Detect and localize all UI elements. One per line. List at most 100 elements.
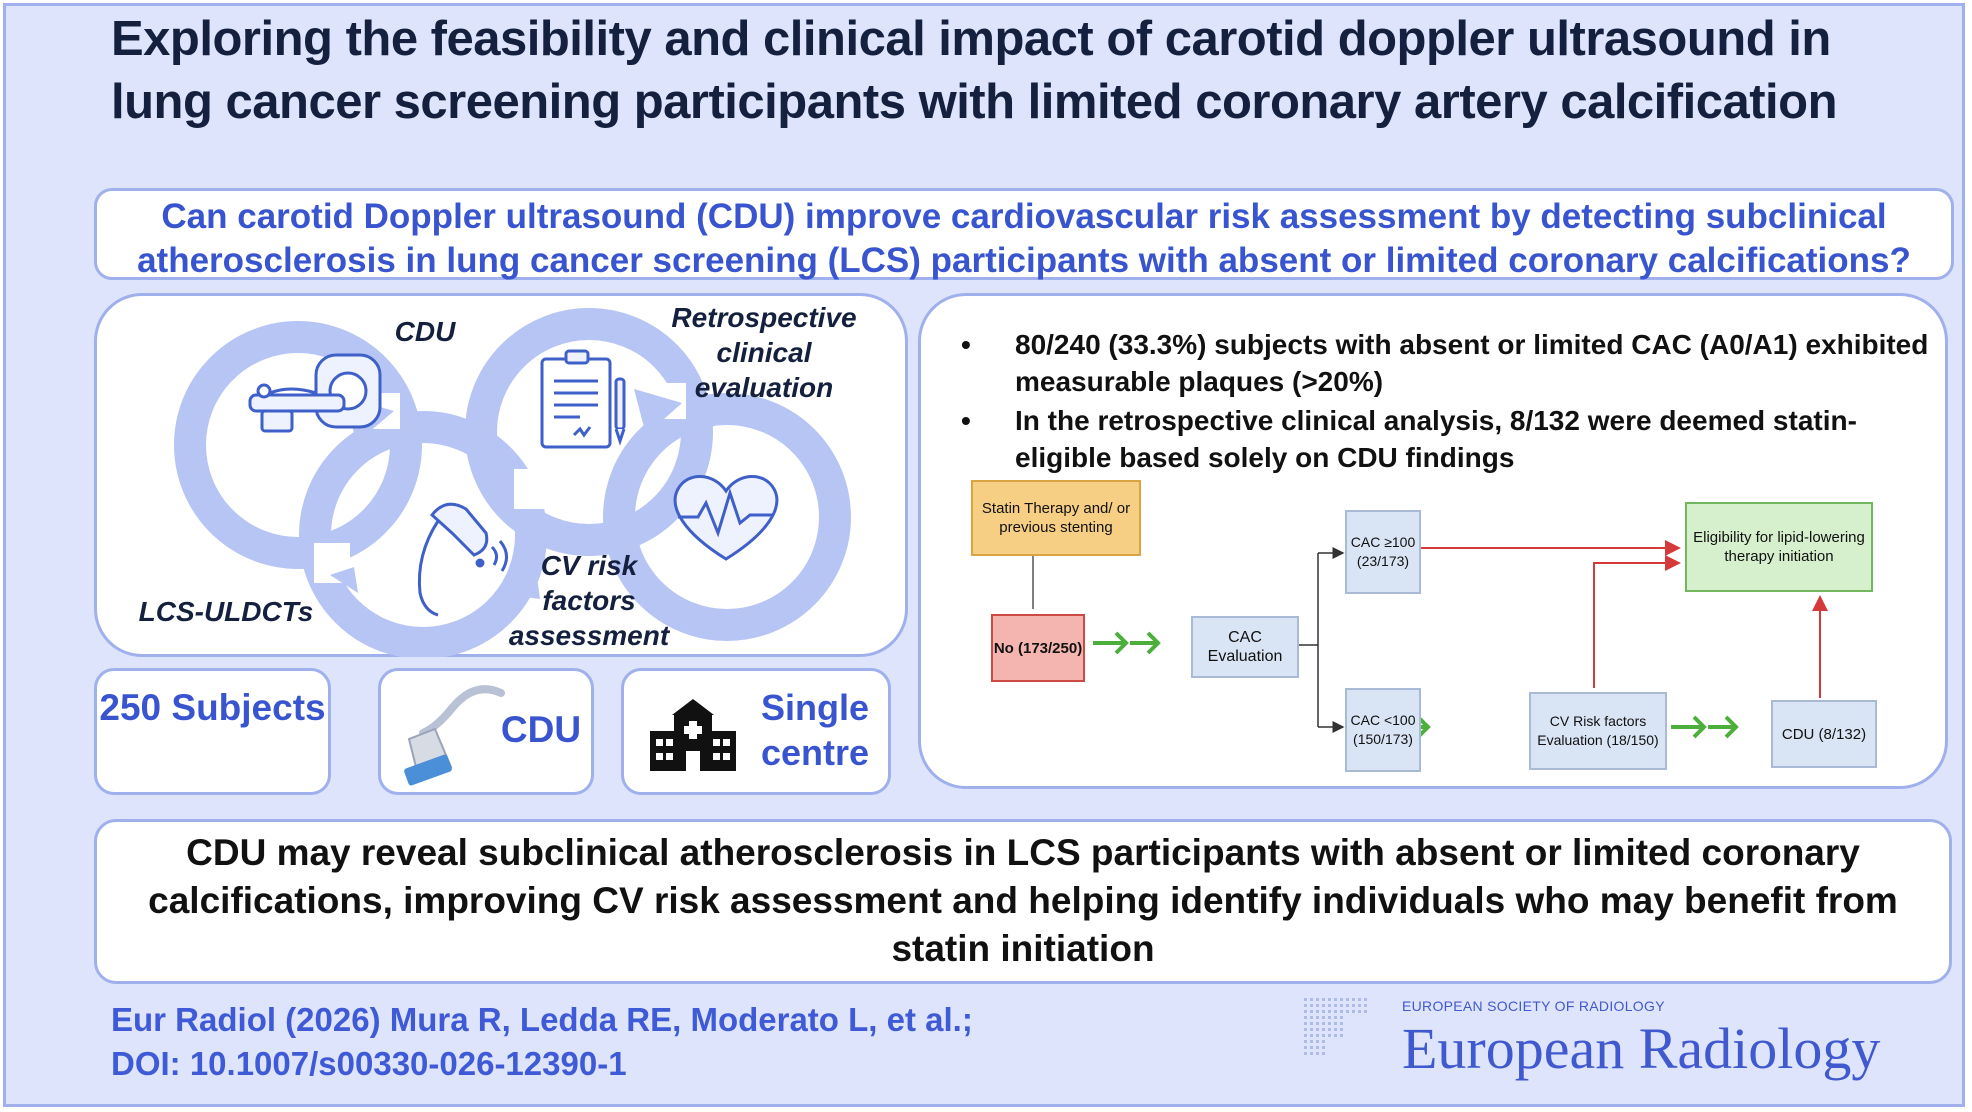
logo-dot — [1310, 1046, 1313, 1049]
logo-dot — [1310, 1016, 1313, 1019]
logo-dot — [1340, 998, 1343, 1001]
stat-centre-text: Single centre — [760, 687, 870, 773]
logo-dot — [1316, 1004, 1319, 1007]
logo-dot — [1358, 1010, 1361, 1013]
flow-no: No (173/250) — [991, 614, 1085, 682]
stat-cdu: CDU — [378, 668, 594, 795]
logo-dot — [1310, 1040, 1313, 1043]
logo-dot — [1322, 1016, 1325, 1019]
logo-dot — [1316, 1034, 1319, 1037]
logo-dot — [1316, 1010, 1319, 1013]
flow-eligibility: Eligibility for lipid-lowering therapy i… — [1685, 502, 1873, 592]
conclusion-box: CDU may reveal subclinical atheroscleros… — [94, 819, 1952, 984]
logo-dot — [1334, 1010, 1337, 1013]
logo-dot — [1340, 1034, 1343, 1037]
logo-dot — [1334, 1028, 1337, 1031]
logo-dot — [1358, 1004, 1361, 1007]
logo-dot — [1304, 1022, 1307, 1025]
logo-dot — [1334, 1022, 1337, 1025]
logo-dot — [1316, 1046, 1319, 1049]
result-bullet-1: • 80/240 (33.3%) subjects with absent or … — [961, 329, 1929, 397]
flow-cv-risk-evaluation: CV Risk factors Evaluation (18/150) — [1529, 692, 1667, 770]
cycle-label-lcs-uldcts: LCS-ULDCTs — [138, 596, 314, 627]
citation: Eur Radiol (2026) Mura R, Ledda RE, Mode… — [111, 998, 973, 1086]
stat-subjects-text: 250 Subjects — [99, 687, 326, 728]
stat-subjects: 250 Subjects — [94, 668, 331, 795]
flow-cac-evaluation: CAC Evaluation — [1191, 616, 1299, 678]
logo-dot — [1322, 1034, 1325, 1037]
ultrasound-probe-icon — [417, 502, 508, 617]
ct-scanner-icon — [248, 353, 382, 433]
logo-dot — [1316, 1052, 1319, 1055]
logo-dot — [1340, 1022, 1343, 1025]
research-question-box: Can carotid Doppler ultrasound (CDU) imp… — [94, 188, 1954, 280]
result-bullet-2: • In the retrospective clinical analysis,… — [961, 405, 1857, 473]
logo-dot — [1340, 1004, 1343, 1007]
logo-dot — [1322, 1040, 1325, 1043]
logo-dot — [1310, 1010, 1313, 1013]
logo-dot — [1364, 1004, 1367, 1007]
logo-dot — [1316, 1022, 1319, 1025]
cycle-arrowhead — [634, 389, 682, 435]
logo-dot — [1304, 1010, 1307, 1013]
logo-dot — [1328, 1016, 1331, 1019]
cycle-ring-1 — [174, 321, 422, 569]
logo-dot — [1328, 1034, 1331, 1037]
cycle-arrowhead — [330, 567, 358, 593]
logo-dot — [1340, 1028, 1343, 1031]
logo-dot — [1328, 1004, 1331, 1007]
logo-dot — [1310, 1052, 1313, 1055]
cycle-label-retrospective: Retrospective clinical evaluation — [671, 302, 857, 403]
conclusion-text: CDU may reveal subclinical atheroscleros… — [148, 832, 1898, 969]
logo-dot — [1304, 1016, 1307, 1019]
cycle-label-cdu: CDU — [394, 316, 456, 347]
journal-society: EUROPEAN SOCIETY OF RADIOLOGY — [1402, 998, 1665, 1014]
logo-dot — [1304, 1040, 1307, 1043]
logo-dot — [1364, 1010, 1367, 1013]
research-question: Can carotid Doppler ultrasound (CDU) imp… — [137, 197, 1911, 280]
logo-dot — [1310, 1034, 1313, 1037]
logo-dot — [1322, 1022, 1325, 1025]
logo-dot — [1304, 1052, 1307, 1055]
logo-dot — [1334, 1004, 1337, 1007]
logo-dot — [1310, 1004, 1313, 1007]
logo-dot — [1352, 1004, 1355, 1007]
journal-name: European Radiology — [1402, 1016, 1881, 1081]
logo-dot — [1322, 1004, 1325, 1007]
citation-line-1: Eur Radiol (2026) Mura R, Ledda RE, Mode… — [111, 1001, 973, 1038]
logo-dot — [1316, 1028, 1319, 1031]
logo-dot — [1322, 1010, 1325, 1013]
flow-cdu: CDU (8/132) — [1771, 700, 1877, 768]
logo-dot — [1346, 1004, 1349, 1007]
results-bullets: • 80/240 (33.3%) subjects with absent or … — [951, 326, 1931, 478]
logo-dot — [1340, 1016, 1343, 1019]
clipboard-document-icon — [540, 349, 626, 449]
logo-dot — [1328, 998, 1331, 1001]
logo-dot — [1316, 998, 1319, 1001]
cycle-graphic — [174, 308, 851, 657]
results-panel: • 80/240 (33.3%) subjects with absent or … — [918, 293, 1948, 789]
logo-dot — [1304, 1034, 1307, 1037]
flow-statin-therapy: Statin Therapy and/ or previous stenting — [971, 480, 1141, 556]
logo-dot — [1322, 998, 1325, 1001]
stat-cdu-text: CDU — [500, 709, 582, 750]
logo-dot — [1310, 1028, 1313, 1031]
hospital-building-icon — [650, 699, 736, 771]
logo-dot — [1304, 1028, 1307, 1031]
flow-cac-low: CAC <100 (150/173) — [1345, 688, 1421, 772]
logo-dot — [1316, 1016, 1319, 1019]
logo-dot — [1310, 998, 1313, 1001]
heart-rate-icon — [673, 475, 779, 561]
logo-dot — [1316, 1040, 1319, 1043]
logo-dot — [1304, 998, 1307, 1001]
logo-dot — [1304, 1046, 1307, 1049]
stat-centre: Single centre — [621, 668, 891, 795]
logo-dot — [1358, 998, 1361, 1001]
logo-dot — [1310, 1022, 1313, 1025]
logo-dot — [1340, 1010, 1343, 1013]
workflow-cycle-panel: CDU Retrospective clinical evaluation LC… — [94, 293, 908, 657]
logo-dot — [1352, 1010, 1355, 1013]
flow-cac-high: CAC ≥100 (23/173) — [1345, 510, 1421, 594]
cycle-ring-4 — [603, 393, 851, 641]
logo-dot — [1334, 998, 1337, 1001]
